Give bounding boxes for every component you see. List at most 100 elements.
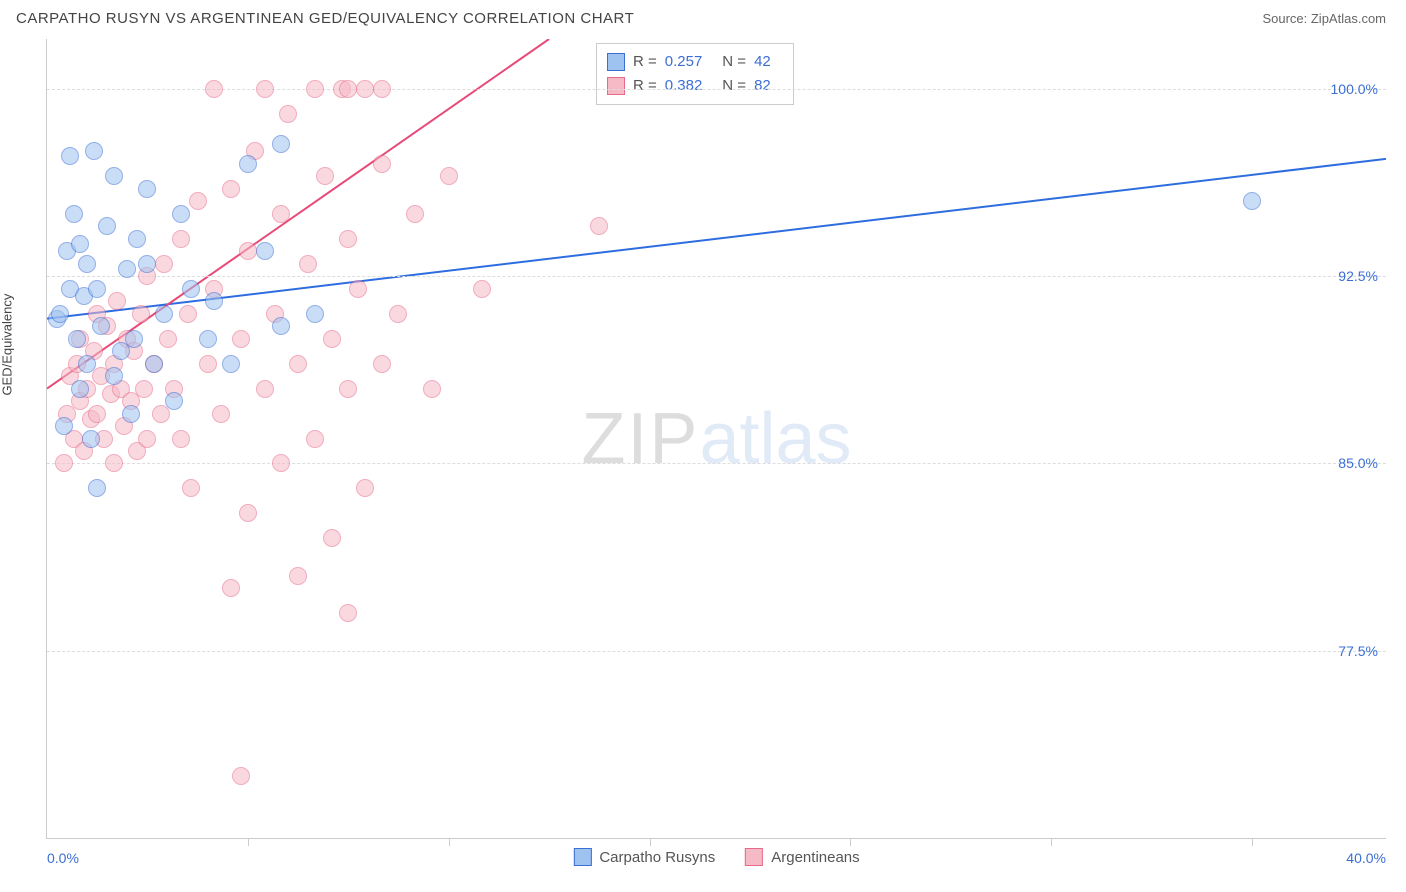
- scatter-point: [222, 180, 240, 198]
- scatter-point: [155, 255, 173, 273]
- scatter-point: [222, 355, 240, 373]
- r-label: R =: [633, 74, 657, 98]
- scatter-point: [138, 180, 156, 198]
- scatter-point: [323, 330, 341, 348]
- scatter-point: [138, 255, 156, 273]
- scatter-point: [132, 305, 150, 323]
- r-value: 0.382: [665, 74, 703, 98]
- scatter-point: [239, 155, 257, 173]
- scatter-point: [349, 280, 367, 298]
- scatter-point: [85, 142, 103, 160]
- scatter-point: [256, 242, 274, 260]
- x-tick: [248, 838, 249, 846]
- scatter-point: [299, 255, 317, 273]
- series-legend: Carpatho Rusyns Argentineans: [573, 848, 859, 866]
- x-tick: [449, 838, 450, 846]
- scatter-point: [389, 305, 407, 323]
- scatter-point: [159, 330, 177, 348]
- y-tick-label: 77.5%: [1338, 643, 1378, 659]
- scatter-point: [232, 767, 250, 785]
- scatter-point: [256, 80, 274, 98]
- y-tick-label: 85.0%: [1338, 455, 1378, 471]
- scatter-point: [61, 147, 79, 165]
- stats-legend: R = 0.257 N = 42R = 0.382N = 82: [596, 43, 794, 105]
- scatter-point: [108, 292, 126, 310]
- scatter-point: [155, 305, 173, 323]
- x-tick: [1252, 838, 1253, 846]
- series-legend-label: Argentineans: [771, 849, 859, 866]
- scatter-point: [590, 217, 608, 235]
- n-value: 82: [754, 74, 771, 98]
- scatter-point: [138, 430, 156, 448]
- stats-legend-row: R = 0.382N = 82: [607, 74, 783, 98]
- scatter-point: [71, 235, 89, 253]
- scatter-point: [323, 529, 341, 547]
- scatter-point: [306, 305, 324, 323]
- scatter-point: [105, 367, 123, 385]
- x-max-label: 40.0%: [1346, 850, 1386, 866]
- scatter-point: [105, 167, 123, 185]
- plot-region: ZIPatlas R = 0.257N = 42R = 0.382N = 82 …: [47, 39, 1386, 838]
- scatter-point: [65, 205, 83, 223]
- scatter-point: [82, 430, 100, 448]
- scatter-point: [306, 80, 324, 98]
- x-tick: [650, 838, 651, 846]
- chart-title: CARPATHO RUSYN VS ARGENTINEAN GED/EQUIVA…: [16, 10, 634, 27]
- scatter-point: [165, 392, 183, 410]
- scatter-point: [356, 80, 374, 98]
- chart-header: CARPATHO RUSYN VS ARGENTINEAN GED/EQUIVA…: [0, 0, 1406, 35]
- scatter-point: [279, 105, 297, 123]
- series-legend-item: Carpatho Rusyns: [573, 848, 715, 866]
- scatter-point: [145, 355, 163, 373]
- gridline: [47, 276, 1386, 277]
- chart-area: GED/Equivalency ZIPatlas R = 0.257N = 42…: [46, 39, 1386, 839]
- scatter-point: [339, 380, 357, 398]
- scatter-point: [78, 255, 96, 273]
- gridline: [47, 651, 1386, 652]
- scatter-point: [232, 330, 250, 348]
- scatter-point: [316, 167, 334, 185]
- scatter-point: [199, 355, 217, 373]
- scatter-point: [406, 205, 424, 223]
- scatter-point: [339, 604, 357, 622]
- scatter-point: [473, 280, 491, 298]
- scatter-point: [172, 205, 190, 223]
- scatter-point: [88, 405, 106, 423]
- scatter-point: [339, 230, 357, 248]
- scatter-point: [272, 317, 290, 335]
- trend-line: [47, 159, 1386, 319]
- scatter-point: [356, 479, 374, 497]
- scatter-point: [239, 242, 257, 260]
- scatter-point: [55, 417, 73, 435]
- scatter-point: [289, 567, 307, 585]
- scatter-point: [128, 230, 146, 248]
- y-axis-label: GED/Equivalency: [0, 293, 15, 395]
- y-tick-label: 92.5%: [1338, 268, 1378, 284]
- scatter-point: [122, 405, 140, 423]
- r-value: 0.257: [665, 50, 703, 74]
- stats-legend-row: R = 0.257 N = 42: [607, 50, 783, 74]
- scatter-point: [68, 330, 86, 348]
- scatter-point: [272, 205, 290, 223]
- x-min-label: 0.0%: [47, 850, 79, 866]
- scatter-point: [88, 280, 106, 298]
- scatter-point: [272, 454, 290, 472]
- legend-swatch: [573, 848, 591, 866]
- scatter-point: [222, 579, 240, 597]
- scatter-point: [373, 355, 391, 373]
- scatter-point: [306, 430, 324, 448]
- legend-swatch: [607, 53, 625, 71]
- gridline: [47, 463, 1386, 464]
- n-value: 42: [754, 50, 771, 74]
- scatter-point: [51, 305, 69, 323]
- scatter-point: [239, 504, 257, 522]
- scatter-point: [179, 305, 197, 323]
- n-label: N =: [722, 50, 746, 74]
- r-label: R =: [633, 50, 657, 74]
- scatter-point: [440, 167, 458, 185]
- scatter-point: [423, 380, 441, 398]
- legend-swatch: [607, 77, 625, 95]
- scatter-point: [125, 330, 143, 348]
- x-tick: [1051, 838, 1052, 846]
- scatter-point: [199, 330, 217, 348]
